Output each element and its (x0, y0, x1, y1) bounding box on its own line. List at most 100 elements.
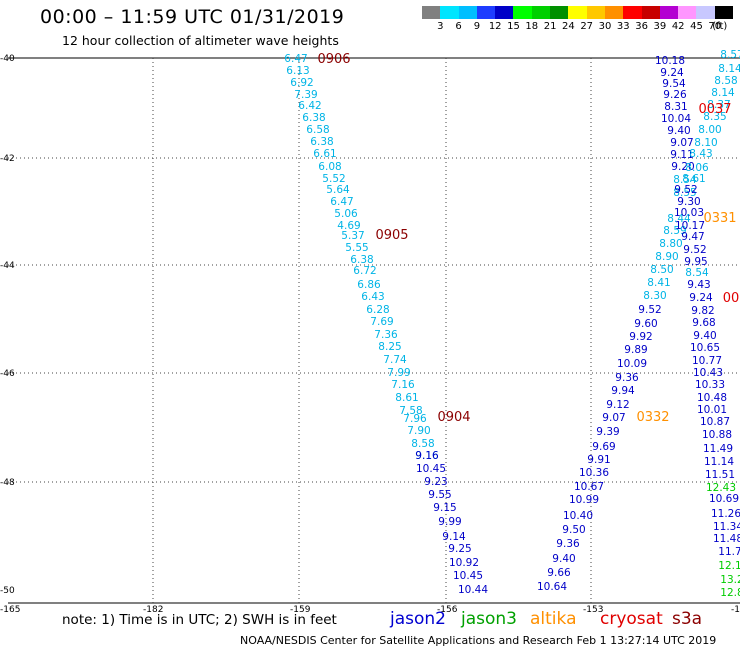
legend-swatch (604, 6, 624, 19)
wave-height-value: 8.00 (698, 124, 721, 136)
wave-height-value: 9.94 (611, 385, 635, 397)
wave-height-value: 12.8 (720, 587, 740, 599)
wave-height-value: 7.16 (391, 379, 415, 391)
wave-height-value: 12.43 (706, 482, 736, 494)
wave-height-value: 8.43 (689, 148, 712, 160)
legend-tick-label: 9 (473, 21, 481, 32)
wave-height-value: 9.12 (606, 399, 629, 411)
wave-height-value: 8.80 (659, 238, 682, 250)
wave-height-value: 9.16 (415, 450, 439, 462)
wave-height-value: 9.54 (662, 78, 686, 90)
longitude-label: -159 (290, 605, 311, 615)
legend-tick-label: 12 (488, 21, 502, 32)
wave-height-value: 6.58 (306, 124, 329, 136)
wave-height-value: 7.36 (374, 329, 398, 341)
legend-tick-label: 30 (598, 21, 612, 32)
wave-height-value: 13.2 (720, 574, 740, 586)
legend-tick-label: 3 (437, 21, 444, 32)
satellite-label-s3a: s3a (672, 609, 703, 629)
wave-height-value: 7.39 (294, 89, 317, 101)
legend-swatch (550, 6, 569, 19)
wave-height-value: 10.45 (453, 570, 483, 582)
wave-height-value: 6.47 (284, 53, 307, 65)
wave-height-value: 9.99 (438, 516, 461, 528)
wave-height-value: 10.45 (416, 463, 446, 475)
satellite-label-altika: altika (530, 609, 577, 629)
latitude-label: -42 (0, 154, 15, 164)
wave-height-value: 9.26 (663, 89, 687, 101)
wave-height-value: 10.69 (709, 493, 739, 505)
wave-height-value: 9.40 (552, 553, 575, 565)
latitude-label: -40 (0, 54, 15, 64)
longitude-label: -165 (0, 605, 20, 615)
wave-height-value: 6.42 (298, 100, 321, 112)
legend-tick-label: 33 (616, 21, 630, 32)
legend-swatch (623, 6, 642, 19)
latitude-label: -50 (0, 586, 15, 596)
page-title: 00:00 – 11:59 UTC 01/31/2019 (40, 6, 345, 28)
wave-height-value: 8.54 (673, 174, 697, 186)
pass-time-labels: 0906 0905 0904 0037 0331 0332 00 (317, 52, 739, 425)
wave-height-value: 9.92 (629, 331, 652, 343)
wave-height-value: 9.68 (692, 317, 715, 329)
wave-height-value: 10.88 (702, 429, 732, 441)
wave-height-value: 5.37 (341, 230, 364, 242)
track-t3: 8.578.148.588.148.378.358.008.108.438.06… (682, 49, 740, 279)
legend-tick-label: 6 (455, 21, 462, 32)
wave-height-value: 10.77 (692, 355, 722, 367)
wave-height-value: 6.28 (366, 304, 389, 316)
wave-height-value: 11.14 (704, 456, 734, 468)
wave-height-value: 8.57 (720, 49, 740, 61)
longitude-label: -153 (583, 605, 603, 615)
wave-height-value: 9.69 (592, 441, 615, 453)
pass-time-label: 0331 (703, 211, 736, 226)
wave-height-value: 9.23 (424, 476, 447, 488)
legend-swatch (568, 6, 587, 19)
color-legend-ticks: 3 6 9 12 15 18 21 24 27 30 33 36 39 42 45 70 (ft) (422, 21, 740, 35)
legend-swatch (476, 6, 496, 19)
wave-height-value: 9.40 (667, 125, 690, 137)
wave-height-value: 9.20 (671, 161, 694, 173)
wave-height-value: 7.99 (387, 367, 410, 379)
wave-height-value: 9.60 (634, 318, 657, 330)
wave-height-value: 8.58 (714, 75, 737, 87)
wave-height-value: 9.25 (448, 543, 471, 555)
wave-height-value: 6.47 (330, 196, 353, 208)
wave-height-value: 10.99 (569, 494, 599, 506)
credit-footer: NOAA/NESDIS Center for Satellite Applica… (240, 634, 717, 647)
pass-time-label: 00 (723, 291, 740, 306)
wave-height-value: 9.91 (587, 454, 610, 466)
wave-height-value: 9.50 (562, 524, 585, 536)
wave-height-value: 9.24 (689, 292, 713, 304)
wave-height-value: 9.14 (442, 531, 466, 543)
wave-height-value: 6.38 (302, 112, 325, 124)
wave-height-value: 11.51 (705, 469, 735, 481)
wave-height-value: 7.74 (383, 354, 407, 366)
wave-height-value: 8.06 (685, 162, 709, 174)
wave-height-value: 9.52 (674, 184, 697, 196)
longitude-label: -156 (437, 605, 458, 615)
wave-height-value: 5.06 (334, 208, 358, 220)
wave-height-value: 7.90 (407, 425, 430, 437)
wave-height-value: 9.39 (596, 426, 619, 438)
color-legend-bar (422, 6, 734, 19)
wave-height-value: 9.47 (681, 231, 704, 243)
legend-tick-label: 24 (562, 21, 575, 32)
wave-height-value: 5.64 (326, 184, 350, 196)
satellite-label-cryosat: cryosat (600, 609, 663, 629)
track-t3c: 12.43 12.1 13.212.8 (706, 482, 740, 599)
legend-tick-label: 15 (507, 21, 520, 32)
wave-height-value: 8.31 (664, 101, 687, 113)
wave-height-value: 10.03 (674, 207, 704, 219)
wave-height-value: 9.30 (677, 196, 700, 208)
wave-height-value: 9.11 (670, 149, 693, 161)
wave-height-value: 8.61 (395, 392, 418, 404)
wave-height-value: 5.55 (345, 242, 368, 254)
wave-height-value: 9.66 (547, 567, 571, 579)
wave-height-value: 9.89 (624, 344, 647, 356)
wave-height-value: 9.36 (615, 372, 639, 384)
legend-tick-label: 36 (635, 21, 648, 32)
wave-height-value: 7.69 (370, 316, 393, 328)
legend-swatch (586, 6, 605, 19)
